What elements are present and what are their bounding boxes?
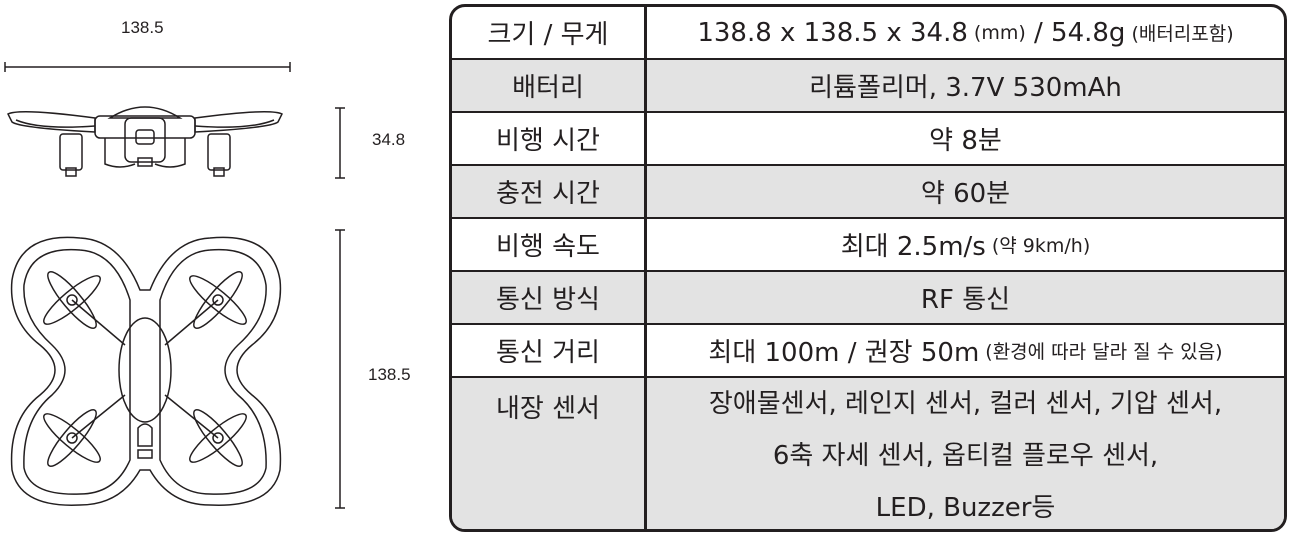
spec-table: 크기 / 무게 138.8 x 138.5 x 34.8 (mm) / 54.8… [449,4,1287,532]
spec-label: 통신 방식 [452,272,647,323]
spec-label: 비행 시간 [452,113,647,164]
spec-label: 배터리 [452,60,647,111]
spec-value: 장애물센서, 레인지 센서, 컬러 센서, 기압 센서, 6축 자세 센서, 옵… [647,378,1284,529]
spec-value: 약 8분 [929,126,1002,156]
spec-row-flight-time: 비행 시간 약 8분 [452,113,1284,166]
weight-note: (배터리포함) [1131,23,1234,45]
size-unit-note: (mm) [973,21,1026,44]
spec-value: 리튬폴리머, 3.7V 530mAh [809,73,1122,103]
sensor-line: LED, Buzzer등 [875,493,1056,523]
dimension-height-label: 34.8 [372,130,406,149]
width-dimension-line [4,62,291,72]
spec-row-flight-speed: 비행 속도 최대 2.5m/s (약 9km/h) [452,219,1284,272]
spec-value: RF 통신 [920,285,1011,315]
spec-label: 통신 거리 [452,325,647,376]
size-value: 138.8 x 138.5 x 34.8 [697,17,968,48]
spec-label: 비행 속도 [452,219,647,270]
speed-value: 최대 2.5m/s [840,232,986,262]
spec-row-comm-method: 통신 방식 RF 통신 [452,272,1284,325]
range-note: (환경에 따라 달라 질 수 있음) [985,341,1223,363]
speed-note: (약 9km/h) [991,235,1091,257]
spec-label: 크기 / 무게 [452,7,647,58]
weight-value: / 54.8g [1025,17,1126,48]
side-height-dimension-line [335,107,345,179]
range-value: 최대 100m / 권장 50m [708,338,980,368]
front-height-dimension-line [335,229,345,509]
drone-side-view [6,106,284,177]
spec-row-sensors: 내장 센서 장애물센서, 레인지 센서, 컬러 센서, 기압 센서, 6축 자세… [452,378,1284,529]
spec-label: 충전 시간 [452,166,647,217]
sensor-line: 장애물센서, 레인지 센서, 컬러 센서, 기압 센서, [708,389,1223,419]
dimension-length-label: 138.5 [368,365,411,384]
spec-row-size: 크기 / 무게 138.8 x 138.5 x 34.8 (mm) / 54.8… [452,7,1284,60]
spec-row-charge-time: 충전 시간 약 60분 [452,166,1284,219]
dimension-width-label: 138.5 [121,18,164,37]
drone-top-view [10,236,282,506]
spec-row-battery: 배터리 리튬폴리머, 3.7V 530mAh [452,60,1284,113]
spec-label: 내장 센서 [452,378,647,529]
spec-row-comm-range: 통신 거리 최대 100m / 권장 50m (환경에 따라 달라 질 수 있음… [452,325,1284,378]
drone-drawing [4,62,345,509]
spec-value: 최대 2.5m/s (약 9km/h) [647,219,1284,270]
sensor-line: 6축 자세 센서, 옵티컬 플로우 센서, [772,441,1159,471]
spec-value: 138.8 x 138.5 x 34.8 (mm) / 54.8g (배터리포함… [647,7,1284,58]
spec-value: 최대 100m / 권장 50m (환경에 따라 달라 질 수 있음) [647,325,1284,376]
spec-value: 약 60분 [920,179,1011,209]
